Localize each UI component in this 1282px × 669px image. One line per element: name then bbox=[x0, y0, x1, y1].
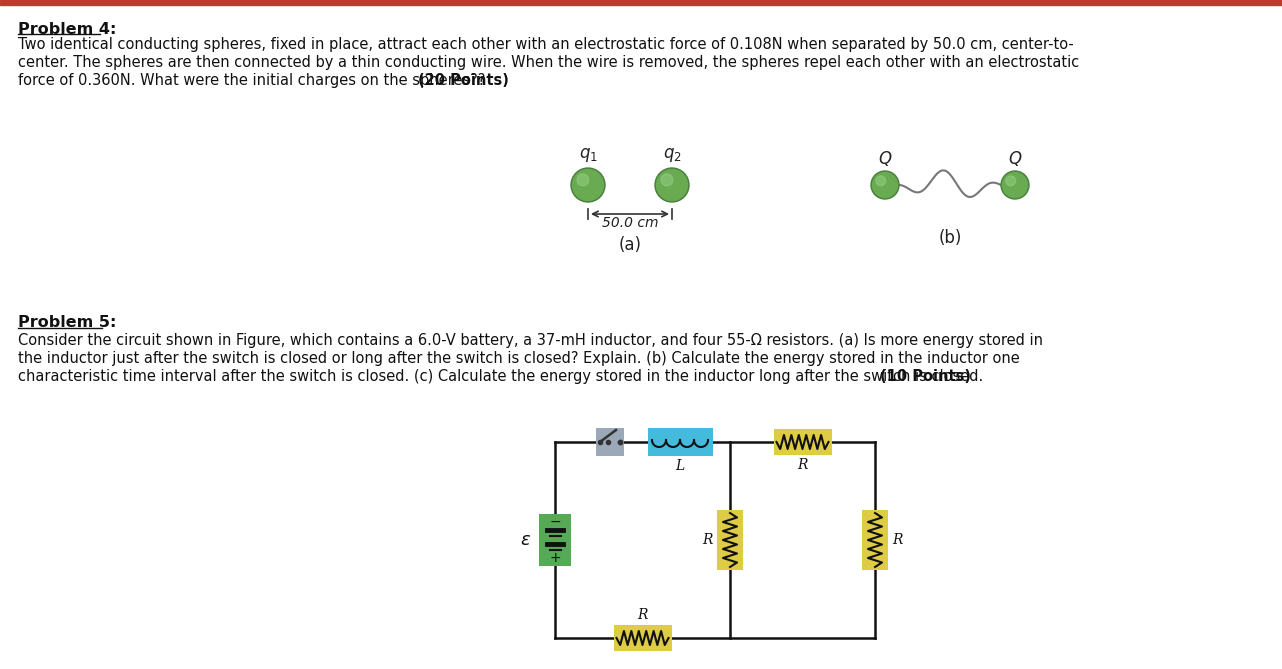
Text: $Q$: $Q$ bbox=[878, 149, 892, 168]
Text: characteristic time interval after the switch is closed. (c) Calculate the energ: characteristic time interval after the s… bbox=[18, 369, 988, 384]
Circle shape bbox=[1003, 173, 1027, 197]
Text: R: R bbox=[637, 608, 647, 622]
FancyBboxPatch shape bbox=[647, 428, 713, 456]
Text: (20 Points): (20 Points) bbox=[418, 73, 509, 88]
Circle shape bbox=[876, 176, 886, 186]
Circle shape bbox=[656, 169, 687, 201]
Text: 50.0 cm: 50.0 cm bbox=[601, 216, 658, 230]
Text: L: L bbox=[676, 459, 685, 473]
FancyBboxPatch shape bbox=[717, 510, 744, 570]
FancyBboxPatch shape bbox=[862, 510, 888, 570]
Text: $q_2$: $q_2$ bbox=[663, 146, 682, 164]
Text: R: R bbox=[797, 458, 808, 472]
Circle shape bbox=[870, 171, 899, 199]
Circle shape bbox=[577, 174, 588, 186]
Text: Problem 5:: Problem 5: bbox=[18, 315, 117, 330]
FancyBboxPatch shape bbox=[538, 514, 570, 566]
Bar bbox=[0, 0, 1282, 5]
Text: $Q$: $Q$ bbox=[1008, 149, 1022, 168]
FancyBboxPatch shape bbox=[614, 625, 672, 651]
FancyBboxPatch shape bbox=[596, 428, 624, 456]
Text: $q_1$: $q_1$ bbox=[578, 146, 597, 164]
Circle shape bbox=[1006, 176, 1015, 186]
Text: R: R bbox=[703, 533, 713, 547]
Text: the inductor just after the switch is closed or long after the switch is closed?: the inductor just after the switch is cl… bbox=[18, 351, 1019, 366]
Circle shape bbox=[873, 173, 897, 197]
FancyBboxPatch shape bbox=[773, 429, 832, 455]
Text: (a): (a) bbox=[618, 236, 641, 254]
Text: −: − bbox=[549, 515, 560, 529]
Text: (10 Points): (10 Points) bbox=[881, 369, 972, 384]
Text: (b): (b) bbox=[938, 229, 962, 247]
Circle shape bbox=[1001, 171, 1029, 199]
Text: R: R bbox=[892, 533, 903, 547]
Text: $\varepsilon$: $\varepsilon$ bbox=[520, 531, 531, 549]
Text: Consider the circuit shown in Figure, which contains a 6.0-V battery, a 37-mH in: Consider the circuit shown in Figure, wh… bbox=[18, 333, 1044, 348]
Text: center. The spheres are then connected by a thin conducting wire. When the wire : center. The spheres are then connected b… bbox=[18, 55, 1079, 70]
Circle shape bbox=[570, 168, 605, 202]
Circle shape bbox=[573, 169, 604, 201]
Text: +: + bbox=[549, 551, 560, 565]
Text: Problem 4:: Problem 4: bbox=[18, 22, 117, 37]
Circle shape bbox=[662, 174, 673, 186]
Circle shape bbox=[655, 168, 688, 202]
Text: Two identical conducting spheres, fixed in place, attract each other with an ele: Two identical conducting spheres, fixed … bbox=[18, 37, 1074, 52]
Text: force of 0.360N. What were the initial charges on the spheres??: force of 0.360N. What were the initial c… bbox=[18, 73, 490, 88]
